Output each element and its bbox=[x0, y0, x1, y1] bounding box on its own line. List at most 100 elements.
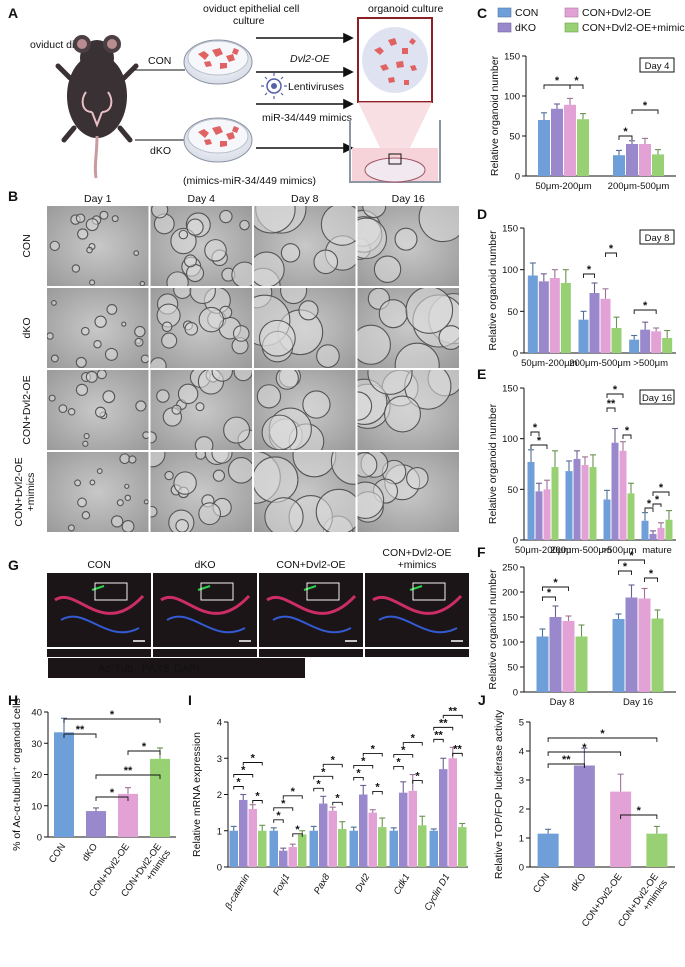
y-axis-label: Relative organoid number bbox=[487, 230, 499, 351]
x-tick-label: β-catenin bbox=[223, 872, 253, 912]
organoid-shape bbox=[183, 254, 197, 268]
y-axis-label: Relative organoid number bbox=[487, 569, 499, 690]
x-tick-label: mature bbox=[642, 545, 672, 556]
bar bbox=[665, 519, 673, 540]
organoid-shape bbox=[275, 370, 299, 390]
epithelial-culture-label-1: oviduct epithelial cell bbox=[203, 3, 299, 15]
day-badge-box bbox=[639, 389, 675, 405]
significance-star: * bbox=[356, 767, 361, 779]
significance-star: * bbox=[625, 425, 630, 437]
organoid-shape bbox=[96, 370, 107, 380]
organoid-shape bbox=[49, 240, 60, 252]
organoid-shape bbox=[254, 456, 299, 503]
organoid-shape bbox=[231, 261, 252, 286]
process-arrows bbox=[256, 32, 354, 154]
if-zoom-background bbox=[153, 649, 257, 657]
x-tick-label: CON bbox=[47, 841, 68, 865]
significance-bracket bbox=[63, 733, 97, 738]
significance-bracket bbox=[433, 738, 444, 743]
epithelium-trace bbox=[266, 594, 357, 615]
organoid-shape bbox=[161, 332, 178, 349]
bar bbox=[150, 758, 170, 837]
bar bbox=[319, 803, 328, 867]
significance-star: * bbox=[401, 745, 406, 757]
x-tick-label: 50μm-200μm bbox=[515, 545, 571, 556]
if-zoom-image bbox=[259, 649, 363, 657]
significance-bracket bbox=[393, 766, 404, 770]
nuclei-trace bbox=[378, 615, 458, 634]
bar bbox=[577, 119, 589, 176]
bar bbox=[611, 442, 619, 540]
organoid-shape bbox=[367, 370, 413, 395]
organoid-shape bbox=[195, 452, 207, 460]
organoid-group bbox=[357, 452, 429, 523]
significance-bracket bbox=[313, 775, 334, 780]
legend-ac-tub: Ac-Tub bbox=[98, 663, 133, 675]
bar bbox=[418, 825, 427, 867]
bar bbox=[610, 791, 632, 867]
x-tick-label: 50μm-200μm bbox=[535, 181, 591, 192]
organoid-shape bbox=[211, 370, 233, 382]
y-tick-label: 1 bbox=[519, 834, 524, 845]
significance-bracket bbox=[63, 718, 161, 723]
micrograph-image bbox=[47, 370, 149, 450]
micrograph-image bbox=[150, 370, 252, 450]
organoid-shape bbox=[124, 483, 130, 489]
text-line: +mimics bbox=[398, 559, 437, 571]
bar bbox=[573, 458, 581, 540]
organoid-shape bbox=[177, 383, 199, 405]
organoid-shape bbox=[405, 288, 454, 334]
bar bbox=[626, 144, 638, 176]
significance-star: * bbox=[295, 824, 300, 836]
bar bbox=[640, 329, 651, 353]
significance-star: * bbox=[371, 743, 376, 755]
organoid-shape bbox=[316, 344, 340, 368]
significance-star: * bbox=[241, 765, 246, 777]
organoid-group bbox=[254, 288, 340, 368]
zoom-box bbox=[94, 582, 128, 601]
significance-bracket bbox=[622, 434, 632, 439]
significance-star: * bbox=[281, 798, 286, 810]
nuclei-trace bbox=[166, 615, 246, 634]
significance-star: * bbox=[649, 568, 654, 580]
bar bbox=[646, 833, 668, 867]
significance-star: * bbox=[236, 777, 241, 789]
row-label: dKO bbox=[21, 317, 33, 338]
x-tick-label: CON+Dvl2-OE+mimics bbox=[616, 871, 670, 935]
bar bbox=[651, 331, 662, 353]
con-label: CON bbox=[148, 55, 171, 67]
organoid-shape bbox=[47, 332, 54, 340]
significance-star: * bbox=[537, 435, 542, 447]
if-column-header: dKO bbox=[194, 559, 215, 571]
if-image bbox=[47, 573, 151, 647]
lentivirus-icon bbox=[261, 73, 287, 99]
organoid-shape bbox=[178, 229, 189, 240]
organoid-shape bbox=[406, 466, 429, 490]
if-legend-bar bbox=[48, 658, 305, 678]
culture-dish-bottom bbox=[183, 117, 253, 163]
micrograph-image bbox=[150, 452, 252, 532]
x-tick-label: Dvl2 bbox=[353, 871, 372, 894]
organoid-shape bbox=[173, 471, 197, 495]
organoid-shape bbox=[82, 440, 89, 447]
column-header: Day 4 bbox=[188, 193, 216, 205]
organoid-group bbox=[254, 452, 356, 532]
bar bbox=[359, 794, 368, 867]
organoid-shape bbox=[204, 239, 227, 262]
micrograph-image bbox=[150, 206, 252, 286]
legend-swatch bbox=[564, 22, 579, 33]
bar bbox=[603, 499, 611, 540]
text-line: CON+Dvl2-OE bbox=[13, 457, 25, 526]
significance-bracket bbox=[322, 763, 343, 768]
significance-bracket bbox=[95, 796, 129, 801]
y-axis-label: % of Ac-α-tubulin⁺ organoid cells bbox=[11, 698, 23, 851]
bar bbox=[549, 278, 560, 353]
if-image bbox=[365, 573, 469, 647]
organoid-shape bbox=[121, 321, 127, 327]
panel-label-g: G bbox=[8, 557, 19, 573]
significance-bracket bbox=[292, 833, 303, 837]
bar bbox=[54, 732, 74, 837]
